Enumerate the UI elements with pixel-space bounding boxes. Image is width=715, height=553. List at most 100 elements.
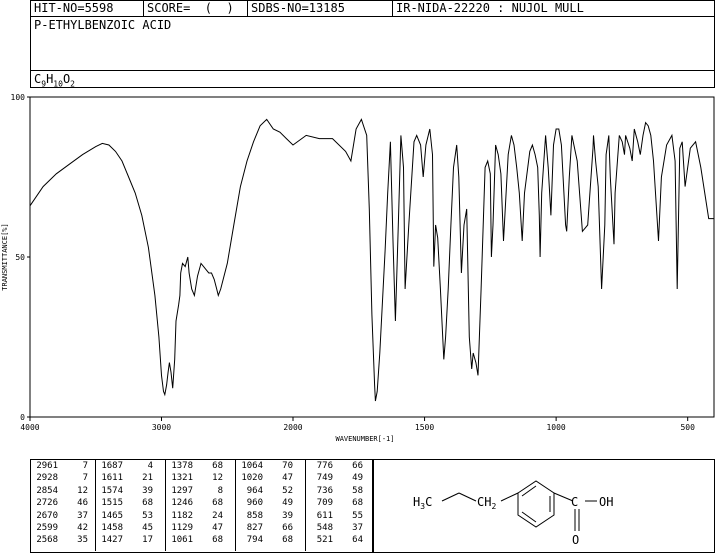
- peak-transmittance: 55: [352, 510, 363, 521]
- peak-transmittance: 37: [352, 523, 363, 534]
- score: SCORE= ( ): [144, 1, 248, 16]
- bond-ch2-ring: [500, 492, 519, 502]
- peak-wavenumber: 827: [246, 523, 263, 534]
- y-axis-label: TRANSMITTANCE[%]: [1, 223, 9, 290]
- peak-row: 736 58: [309, 485, 363, 497]
- peak-transmittance: 68: [142, 498, 153, 509]
- peak-wavenumber: 2854: [36, 485, 58, 496]
- peak-transmittance: 4: [147, 461, 153, 471]
- peak-wavenumber: 2726: [36, 498, 58, 509]
- formula-c-count: 9: [41, 79, 47, 89]
- benzene-ring: [517, 480, 555, 528]
- peak-transmittance: 12: [77, 485, 88, 496]
- peak-transmittance: 45: [142, 523, 153, 534]
- peak-wavenumber: 1182: [171, 510, 193, 521]
- peak-transmittance: 12: [212, 473, 223, 484]
- peak-wavenumber: 1321: [171, 473, 193, 484]
- peak-row: 794 68: [239, 534, 293, 546]
- peak-table-column: 1687 4 1611 21 1574 39 1515 68 1465 53 1458 45 1427 1…: [99, 460, 153, 547]
- x-tick-label: 4000: [20, 423, 39, 432]
- peak-transmittance: 39: [142, 485, 153, 496]
- peak-wavenumber: 736: [316, 485, 333, 496]
- peak-row: 1297 8: [169, 485, 223, 497]
- peak-transmittance: 7: [82, 473, 88, 484]
- ir-spectrum-chart: 0 50 100 4000 3000 2000 1500 1000 500 WAVENUMBE…: [1, 93, 715, 443]
- peak-col-divider-3: [235, 460, 236, 551]
- peak-transmittance: 39: [282, 510, 293, 521]
- formula-c: C: [34, 72, 42, 86]
- formula-h-count: 10: [53, 79, 63, 89]
- peak-wavenumber: 964: [246, 485, 263, 496]
- compound-name: P-ETHYLBENZOIC ACID: [34, 18, 172, 32]
- peak-wavenumber: 2961: [36, 461, 58, 471]
- plot-frame: [29, 96, 715, 418]
- formula-o-count: 2: [70, 79, 75, 89]
- bond-ethyl-methylene: [458, 492, 477, 502]
- peak-row: 1427 17: [99, 534, 153, 546]
- peak-row: 1378 68: [169, 460, 223, 472]
- peak-transmittance: 68: [212, 535, 223, 546]
- peak-wavenumber: 521: [316, 535, 333, 546]
- x-axis-label: WAVENUMBER[-1]: [335, 435, 394, 443]
- peak-table-column: 776 66 749 49 736 58 709 68 611 55 548 37 521 64: [309, 460, 363, 547]
- hit-number: HIT-NO=5598: [31, 1, 144, 16]
- peak-row: 2568 35: [34, 534, 88, 546]
- peak-row: 1465 53: [99, 510, 153, 522]
- peak-transmittance: 68: [212, 461, 223, 471]
- peak-row: 2928 7: [34, 472, 88, 484]
- peak-wavenumber: 2670: [36, 510, 58, 521]
- peak-row: 964 52: [239, 485, 293, 497]
- peak-wavenumber: 1611: [101, 473, 123, 484]
- peak-wavenumber: 1297: [171, 485, 193, 496]
- x-tick-label: 3000: [152, 423, 171, 432]
- peak-wavenumber: 548: [316, 523, 333, 534]
- peak-wavenumber: 1064: [241, 461, 263, 471]
- peak-transmittance: 68: [352, 498, 363, 509]
- peak-row: 521 64: [309, 534, 363, 546]
- peak-wavenumber: 1458: [101, 523, 123, 534]
- peak-wavenumber: 960: [246, 498, 263, 509]
- y-tick-label: 50: [15, 253, 25, 262]
- x-tick-label: 500: [680, 423, 695, 432]
- peak-row: 749 49: [309, 472, 363, 484]
- peak-transmittance: 8: [217, 485, 223, 496]
- peak-transmittance: 37: [77, 510, 88, 521]
- peak-wavenumber: 1515: [101, 498, 123, 509]
- peak-wavenumber: 2568: [36, 535, 58, 546]
- peak-row: 2670 37: [34, 510, 88, 522]
- peak-wavenumber: 2599: [36, 523, 58, 534]
- peak-transmittance: 66: [282, 523, 293, 534]
- formula-o: O: [62, 72, 71, 86]
- peak-col-divider-1: [95, 460, 96, 551]
- structure-h3c: H3C: [413, 495, 432, 511]
- peak-row: 1246 68: [169, 497, 223, 509]
- peak-transmittance: 7: [82, 461, 88, 471]
- peak-row: 2726 46: [34, 497, 88, 509]
- bond-methyl-ethyl: [441, 492, 460, 502]
- peak-row: 2599 42: [34, 522, 88, 534]
- peak-wavenumber: 1246: [171, 498, 193, 509]
- ir-nida: IR-NIDA-22220 : NUJOL MULL: [396, 1, 584, 15]
- peak-transmittance: 49: [352, 473, 363, 484]
- peak-wavenumber: 2928: [36, 473, 58, 484]
- peak-row: 1687 4: [99, 460, 153, 472]
- peak-row: 2854 12: [34, 485, 88, 497]
- peak-transmittance: 52: [282, 485, 293, 496]
- peak-table-column: 1378 68 1321 12 1297 8 1246 68 1182 24 1129 47 1061 6…: [169, 460, 223, 547]
- structure-o: O: [572, 533, 579, 547]
- peak-transmittance: 58: [352, 485, 363, 496]
- peak-transmittance: 68: [212, 498, 223, 509]
- molecular-formula: C9H10O2: [34, 72, 75, 88]
- x-tick-label: 1000: [546, 423, 565, 432]
- peak-wavenumber: 858: [246, 510, 263, 521]
- peak-wavenumber: 1427: [101, 535, 123, 546]
- sdbs-number: SDBS-NO=13185: [248, 1, 393, 16]
- peak-transmittance: 17: [142, 535, 153, 546]
- peak-transmittance: 46: [77, 498, 88, 509]
- peak-transmittance: 24: [212, 510, 223, 521]
- peak-transmittance: 53: [142, 510, 153, 521]
- peak-row: 858 39: [239, 510, 293, 522]
- peak-row: 2961 7: [34, 460, 88, 472]
- peak-transmittance: 70: [282, 461, 293, 471]
- peak-row: 1064 70: [239, 460, 293, 472]
